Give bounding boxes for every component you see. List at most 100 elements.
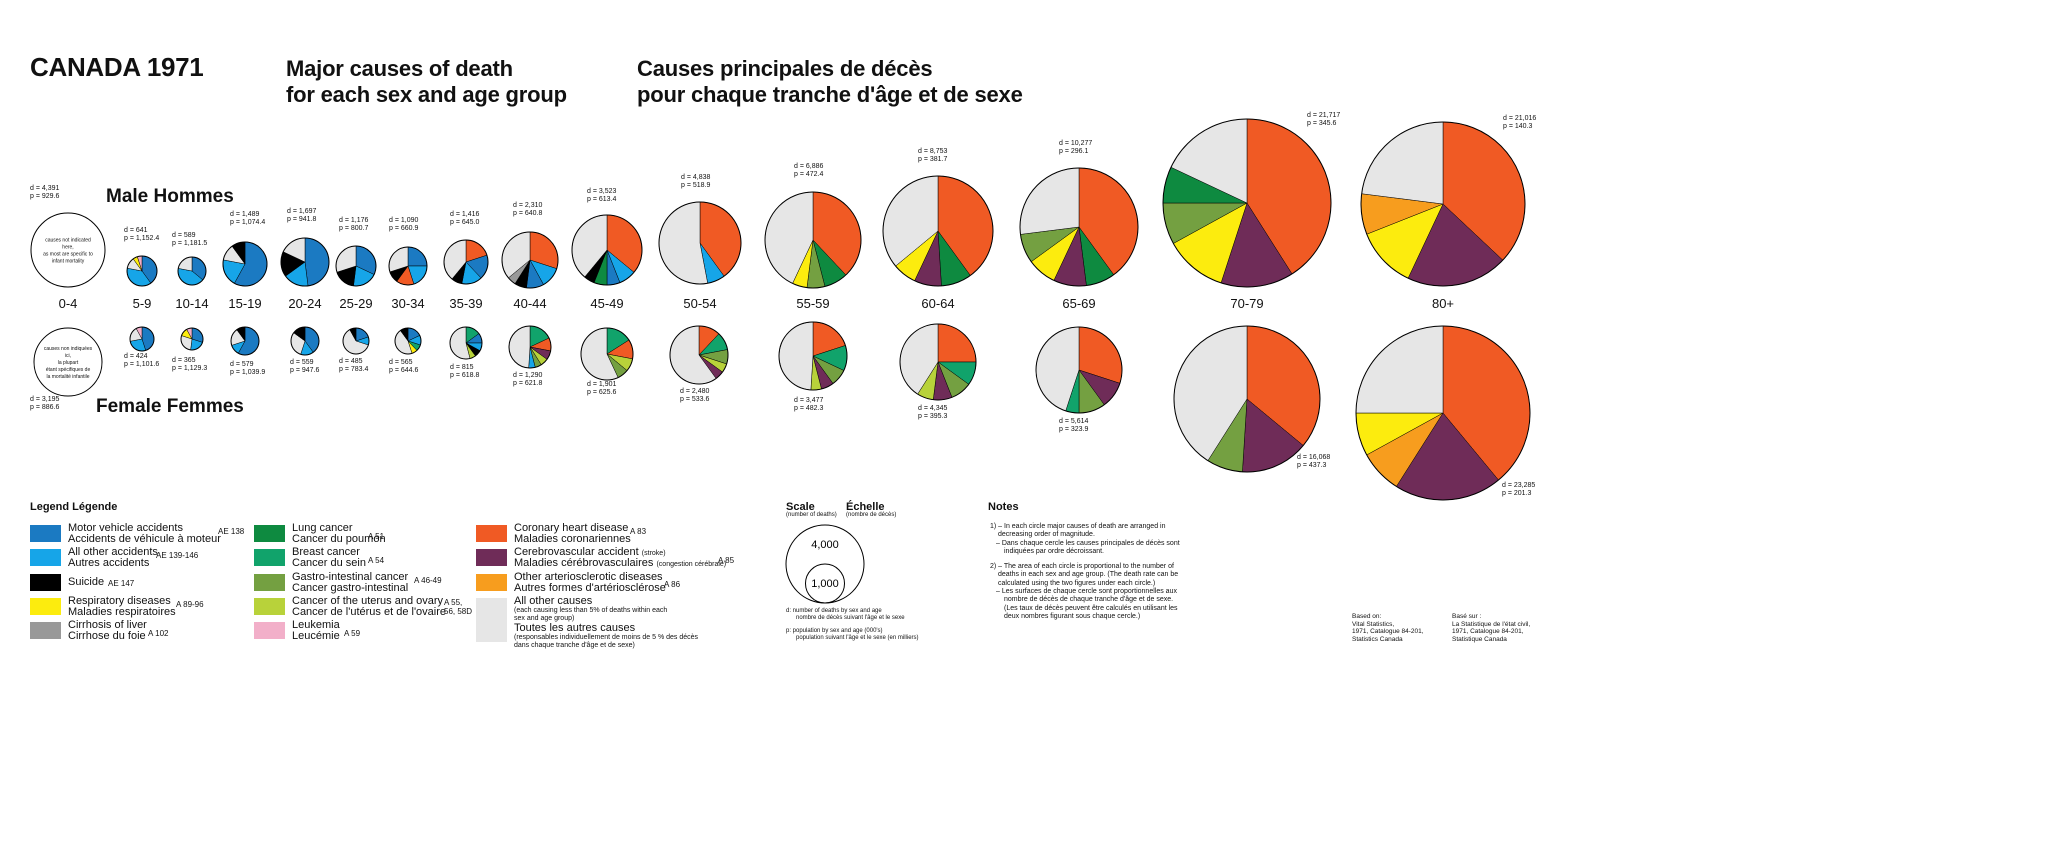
pie-0-4-male-outline	[30, 212, 106, 288]
legend-code: A 83	[630, 527, 647, 536]
note-1: 1) – In each circle major causes of deat…	[990, 523, 1182, 556]
pie-35-39-female-population-label: p = 618.8	[450, 372, 479, 379]
pie-80+-male-population-label: p = 140.3	[1503, 123, 1532, 130]
legend-swatch	[476, 598, 507, 642]
age-label-80+: 80+	[1432, 296, 1454, 311]
legend-code: A 54	[368, 556, 385, 565]
pie-65-69-male-slice-other	[1019, 167, 1080, 235]
pie-50-54-male-outline	[658, 201, 742, 285]
pie-30-34-male-population-label: p = 660.9	[389, 225, 418, 232]
subtitle-en-line2: for each sex and age group	[286, 82, 567, 107]
pie-45-49-male-population-label: p = 613.4	[587, 196, 616, 203]
note-1-en: 1) – In each circle major causes of deat…	[990, 523, 1166, 539]
pie-0-4-male-note-line: here,	[62, 245, 73, 251]
pie-20-24-male-population-label: p = 941.8	[287, 216, 316, 223]
note-2-fr: – Les surfaces de chaque cercle sont pro…	[996, 588, 1178, 620]
age-label-55-59: 55-59	[796, 296, 829, 311]
pie-35-39-male-outline	[443, 239, 489, 285]
pie-0-4-female-deaths-label: d = 3,195	[30, 396, 59, 403]
source-fr-line: 1971, Catalogue 84-201,	[1452, 628, 1524, 635]
pie-55-59-female-deaths-label: d = 3,477	[794, 397, 823, 404]
legend-code: A 86	[664, 580, 681, 589]
pie-60-64-female-deaths-label: d = 4,345	[918, 405, 947, 412]
notes-title: Notes	[988, 501, 1019, 513]
legend-swatch	[30, 549, 61, 566]
pie-60-64-male-outline	[882, 175, 994, 287]
pie-0-4-male-note-line: causes not indicated	[45, 238, 91, 244]
pie-25-29-male-population-label: p = 800.7	[339, 225, 368, 232]
pie-15-19-male-deaths-label: d = 1,489	[230, 211, 259, 218]
pie-35-39-female-outline	[449, 326, 483, 360]
note-2: 2) – The area of each circle is proporti…	[990, 563, 1182, 621]
legend-fr: Maladies respiratoires	[68, 606, 176, 618]
pie-55-59-male-deaths-label: d = 6,886	[794, 163, 823, 170]
age-label-45-49: 45-49	[590, 296, 623, 311]
legend-en: Gastro-intestinal cancer	[292, 571, 409, 583]
pie-60-64-female-slice-chd	[937, 323, 977, 363]
pie-10-14-male-deaths-label: d = 589	[172, 232, 196, 239]
legend-en: All other causes	[514, 595, 593, 607]
pie-40-44-female-outline	[508, 325, 552, 369]
source-en-line: Based on:	[1352, 613, 1382, 620]
pie-25-29-female-outline	[342, 327, 370, 355]
pie-30-34-female-deaths-label: d = 565	[389, 359, 413, 366]
pie-70-79-female-population-label: p = 437.3	[1297, 462, 1326, 469]
legend-fr: Maladies cérébrovasculaires (congestion …	[514, 558, 726, 569]
legend-fr: Autres formes d'artériosclérose	[514, 582, 666, 594]
pie-25-29-female-population-label: p = 783.4	[339, 366, 368, 373]
pie-0-4-female-note-line: ici,	[65, 353, 71, 359]
pie-30-34-male-deaths-label: d = 1,090	[389, 217, 418, 224]
legend-swatch	[254, 574, 285, 591]
age-label-70-79: 70-79	[1230, 296, 1263, 311]
source-fr-line: Basé sur :	[1452, 613, 1482, 620]
legend-code: A 59	[344, 629, 361, 638]
pie-10-14-female-outline	[180, 327, 204, 351]
legend-code: A 89-96	[176, 600, 204, 609]
pie-50-54-male-population-label: p = 518.9	[681, 182, 710, 189]
legend-code-line2: 56, 58D	[444, 607, 473, 616]
pie-20-24-male-outline	[280, 237, 330, 287]
legend-en: Respiratory diseases	[68, 595, 171, 607]
legend-en: Motor vehicle accidents	[68, 522, 183, 534]
pie-10-14-female-deaths-label: d = 365	[172, 357, 196, 364]
age-label-60-64: 60-64	[921, 296, 954, 311]
pie-80+-female-slice-other	[1355, 325, 1444, 414]
pie-10-14-male-population-label: p = 1,181.5	[172, 240, 207, 247]
legend-swatch	[476, 549, 507, 566]
legend-code: A 85	[718, 556, 735, 565]
pie-10-14-female-population-label: p = 1,129.3	[172, 365, 207, 372]
pie-60-64-female-population-label: p = 395.3	[918, 413, 947, 420]
pie-20-24-female-outline	[290, 326, 320, 356]
age-label-65-69: 65-69	[1062, 296, 1095, 311]
legend-swatch	[30, 574, 61, 591]
pie-0-4-female-note-line: la plupart	[58, 360, 79, 366]
pie-35-39-male-population-label: p = 645.0	[450, 219, 479, 226]
pie-15-19-female-deaths-label: d = 579	[230, 361, 254, 368]
pie-55-59-male-outline	[764, 191, 862, 289]
scale-note-d2: nombre de décès suivant l'âge et le sexe	[796, 615, 905, 621]
legend-fr: Cirrhose du foie	[68, 630, 146, 642]
pie-80+-female-deaths-label: d = 23,285	[1502, 482, 1535, 489]
pie-55-59-female-population-label: p = 482.3	[794, 405, 823, 412]
legend-fr-small1: (responsables individuellement de moins …	[514, 634, 699, 641]
legend-en: Cirrhosis of liver	[68, 619, 147, 631]
legend-title: Legend Légende	[30, 501, 118, 513]
page-title: CANADA 1971	[30, 52, 204, 82]
source-en-line: 1971, Catalogue 84-201,	[1352, 628, 1424, 635]
pie-0-4-female-outline	[33, 327, 103, 397]
legend-en-main: Cerebrovascular accident	[514, 546, 639, 558]
age-label-20-24: 20-24	[288, 296, 321, 311]
source-fr-line: Statistique Canada	[1452, 635, 1507, 643]
legend-en: Cancer of the uterus and ovary	[292, 595, 444, 607]
female-row-label: Female Femmes	[96, 396, 244, 417]
pie-40-44-female-population-label: p = 621.8	[513, 380, 542, 387]
legend-fr: Cancer de l'utérus et de l'ovaire	[292, 606, 447, 618]
legend-code: AE 147	[108, 579, 135, 588]
legend-en: Coronary heart disease	[514, 522, 629, 534]
pie-10-14-male-outline	[177, 256, 207, 286]
pie-55-59-female-outline	[778, 321, 848, 391]
age-label-25-29: 25-29	[339, 296, 372, 311]
pie-0-4-female-note-line: causes non indiquées	[44, 346, 93, 352]
legend-en: Cerebrovascular accident (stroke)	[514, 547, 726, 558]
